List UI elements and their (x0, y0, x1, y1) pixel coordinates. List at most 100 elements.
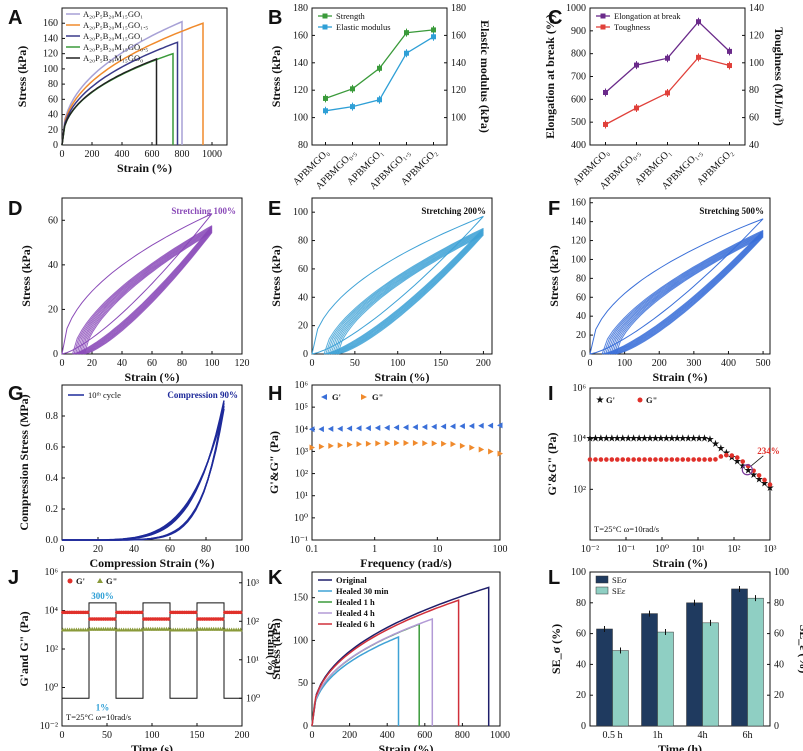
y-tick-label-d: 0 (53, 349, 58, 360)
x-tick-label-h: 100 (493, 544, 508, 555)
annotation-f: Stretching 500% (699, 206, 764, 216)
category-label-l: 1h (653, 730, 663, 741)
x-axis-label-d: Strain (%) (125, 370, 180, 384)
y-tick-label-e: 80 (298, 236, 308, 247)
legend-label-b: Elastic modulus (336, 22, 391, 32)
data-point-i: ★ (755, 474, 764, 485)
y-tick-label-h: 10³ (295, 446, 308, 457)
data-point-j (220, 617, 225, 621)
x-tick-label-i: 10⁰ (655, 544, 669, 555)
y-axis-label-g: Compression Stress (MPa) (17, 394, 31, 530)
y-tick-label-h: 10⁴ (295, 424, 309, 435)
y-tick-label-c: 500 (571, 117, 586, 128)
y2-tick-label-c: 120 (749, 30, 764, 41)
y-tick-label-h: 10⁵ (295, 402, 309, 413)
cycle-loop-d (73, 226, 213, 355)
y2-tick-label-l: 100 (774, 567, 789, 578)
y-tick-label-h: 10¹ (295, 491, 308, 502)
x-tick-label-f: 200 (652, 358, 667, 369)
data-point-i (674, 457, 680, 462)
y2-tick-label-l: 0 (774, 721, 779, 732)
data-point-h (327, 425, 334, 432)
legend-marker (600, 24, 606, 30)
y-tick-label-b: 80 (298, 140, 308, 151)
y-axis-label-e: Stress (kPa) (269, 245, 283, 306)
data-point-h (347, 441, 353, 448)
series-line-b (325, 29, 434, 100)
chart-b: APBMGO₀APBMGO₀.₅APBMGO₁APBMGO₁.₅APBMGO₂8… (269, 3, 492, 192)
y-axis-label-f: Stress (kPa) (547, 245, 561, 306)
x-axis-label-i: Strain (%) (653, 556, 708, 570)
annotation-d: Stretching 100% (171, 206, 236, 216)
data-point-j (220, 626, 225, 631)
x-tick-label-f: 500 (756, 358, 771, 369)
data-point-i (762, 477, 767, 483)
x-tick-label-k: 600 (417, 730, 432, 741)
data-point-i (642, 457, 647, 462)
data-point-h (468, 422, 475, 429)
x-tick-label-k: 200 (342, 730, 357, 741)
data-point-i (702, 457, 707, 462)
legend-label-g: 10ᵗʰ cycle (88, 390, 121, 400)
data-point (634, 62, 639, 68)
y-tick-label-j: 10² (45, 644, 58, 655)
bar-se-sigma (731, 588, 748, 727)
legend-label-a: A₂₀P₅B₂₀M₁₅GO₁ (83, 31, 143, 41)
panel-letter-j: J (8, 567, 19, 589)
y-tick-label-j: 10⁰ (44, 683, 58, 694)
panel-letter-f: F (548, 198, 560, 220)
panel-letter-h: H (268, 383, 282, 405)
chart-g: 0 20 40 60 80 100 0.0 0.2 0.4 0.6 0.8 Compression S… (17, 384, 250, 570)
legend-swatch (595, 575, 609, 584)
y-tick-label-b: 100 (293, 113, 308, 124)
compression-loop (62, 403, 225, 541)
panel-letter-a: A (8, 7, 22, 29)
data-point-i (625, 457, 631, 462)
y-tick-label-a: 80 (48, 79, 58, 90)
data-point-h (487, 422, 494, 429)
data-point-i: ★ (684, 434, 693, 445)
plot-frame-e (311, 197, 493, 355)
data-point-i: ★ (646, 434, 655, 445)
data-point-i: ★ (716, 443, 725, 454)
y-tick-label-a: 140 (43, 33, 58, 44)
legend-label-c: Toughness (614, 22, 650, 32)
legend-marker (322, 13, 328, 19)
data-point-j (139, 610, 144, 615)
data-point-i (691, 457, 696, 462)
data-point (323, 108, 328, 114)
y-tick-label-h: 10⁰ (294, 513, 308, 524)
x-tick-label-i: 10¹ (692, 544, 705, 555)
data-point (603, 121, 608, 127)
data-point-h (478, 446, 485, 453)
x-tick-label-a: 400 (115, 149, 130, 160)
data-point-i (713, 457, 718, 462)
x-tick-label-j: 50 (102, 730, 112, 741)
data-point-j (238, 610, 243, 615)
data-point-i: ★ (624, 434, 633, 445)
chart-c: APBMGO₀APBMGO₀.₅APBMGO₁APBMGO₁.₅APBMGO₂4… (543, 3, 786, 192)
x-tick-label-a: 1000 (202, 149, 222, 160)
x-tick-label-a: 800 (175, 149, 190, 160)
y2-tick-label-b: 180 (451, 3, 466, 14)
cycle-loop-f (610, 234, 764, 355)
legend-swatch (595, 586, 609, 595)
data-point-i (707, 457, 713, 462)
y-tick-label-f: 160 (571, 198, 586, 209)
annotation-j: 300% (91, 591, 114, 601)
cycle-loop-e (325, 228, 484, 355)
y-tick-label-l: 0 (581, 721, 586, 732)
legend-label-k: Original (336, 575, 367, 585)
y-tick-label-g: 0.0 (46, 535, 59, 546)
category-label-l: 4h (698, 730, 708, 741)
condition-label-j: T=25°C ω=10rad/s (66, 712, 131, 722)
data-point-h (459, 423, 465, 430)
cycle-loop-e (337, 234, 484, 355)
data-point-h (328, 442, 334, 449)
x-tick-label-e: 50 (350, 358, 360, 369)
legend-label-k: Healed 4 h (336, 608, 375, 618)
y2-tick-label-j: 10⁰ (246, 693, 260, 704)
x-axis-label-f: Strain (%) (653, 370, 708, 384)
x-axis-label-e: Strain (%) (375, 370, 430, 384)
legend-marker (322, 24, 328, 30)
